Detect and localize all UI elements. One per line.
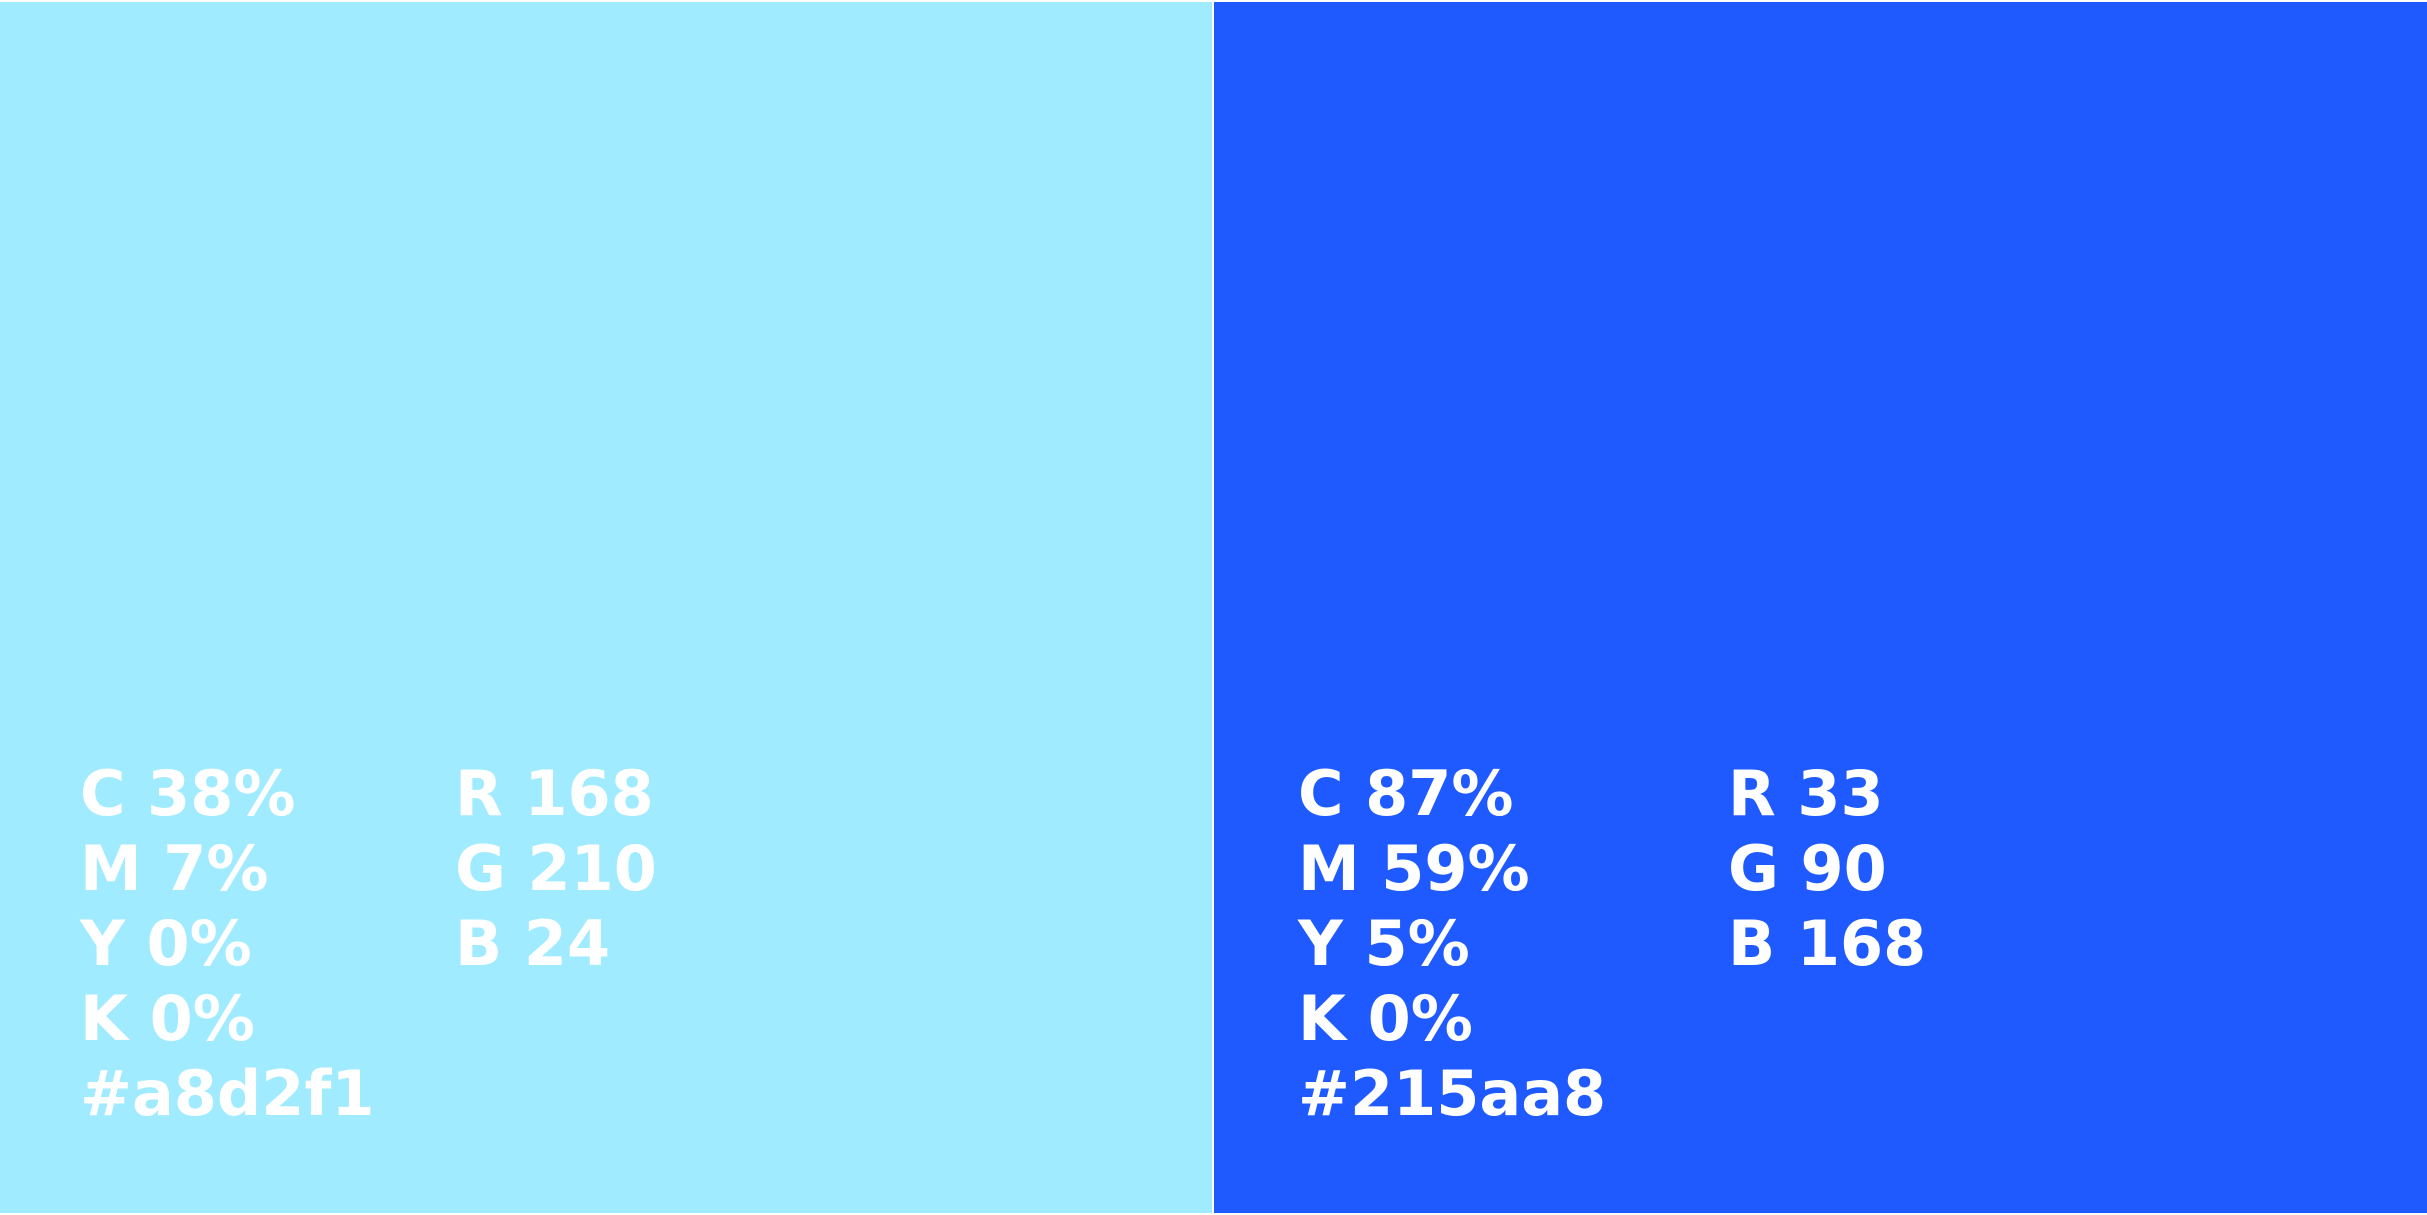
color-swatch-light-blue — [0, 2, 1212, 1213]
rgb-values-royal-blue: R 33 G 90 B 168 — [1728, 756, 1926, 981]
cmyk-cyan: C 38% — [80, 757, 296, 830]
cmyk-magenta: M 7% — [80, 832, 269, 905]
rgb-blue: B 24 — [455, 907, 611, 980]
cmyk-values-royal-blue: C 87% M 59% Y 5% K 0% #215aa8 — [1298, 756, 1606, 1131]
cmyk-yellow: Y 0% — [80, 907, 252, 980]
rgb-red: R 33 — [1728, 757, 1884, 830]
cmyk-yellow: Y 5% — [1298, 907, 1470, 980]
cmyk-cyan: C 87% — [1298, 757, 1514, 830]
rgb-blue: B 168 — [1728, 907, 1927, 980]
rgb-red: R 168 — [455, 757, 654, 830]
rgb-values-light-blue: R 168 G 210 B 24 — [455, 756, 657, 981]
cmyk-black: K 0% — [1298, 982, 1473, 1055]
cmyk-magenta: M 59% — [1298, 832, 1530, 905]
color-swatch-royal-blue — [1214, 2, 2427, 1213]
cmyk-black: K 0% — [80, 982, 255, 1055]
rgb-green: G 90 — [1728, 832, 1887, 905]
hex-value: #a8d2f1 — [80, 1057, 375, 1130]
cmyk-values-light-blue: C 38% M 7% Y 0% K 0% #a8d2f1 — [80, 756, 375, 1131]
hex-value: #215aa8 — [1298, 1057, 1607, 1130]
rgb-green: G 210 — [455, 832, 657, 905]
